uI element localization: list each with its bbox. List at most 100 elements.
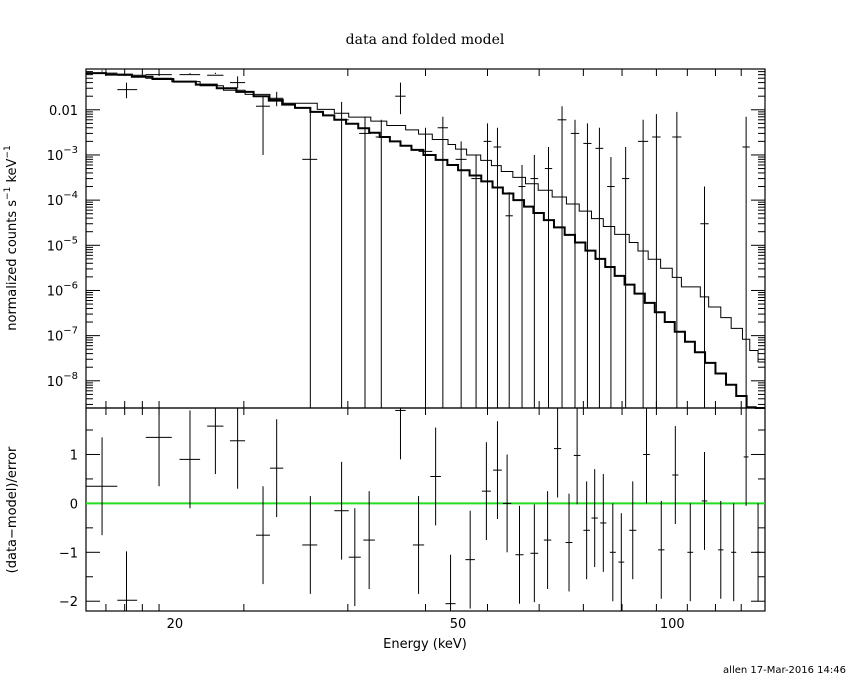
residual-point bbox=[302, 496, 318, 594]
data-point bbox=[570, 119, 580, 408]
residual-point bbox=[229, 408, 246, 489]
data-point bbox=[652, 114, 661, 408]
data-point bbox=[700, 186, 709, 408]
footer-stamp: allen 17-Mar-2016 14:46 bbox=[723, 665, 846, 676]
data-point bbox=[375, 119, 387, 408]
residual-point bbox=[269, 419, 284, 518]
data-point bbox=[471, 154, 481, 408]
residual-point bbox=[573, 408, 581, 505]
y-tick-label: 1 bbox=[70, 448, 78, 463]
data-point bbox=[583, 123, 592, 408]
y-tick-label: 10−4 bbox=[47, 190, 78, 209]
model-curves bbox=[86, 72, 766, 409]
residual-point bbox=[643, 408, 650, 504]
residual-point bbox=[445, 554, 456, 611]
data-point bbox=[359, 116, 371, 408]
data-point bbox=[530, 154, 539, 408]
residual-point bbox=[701, 452, 708, 550]
spectrum-y-axis-label: normalized counts s−1 keV−1 bbox=[3, 145, 20, 330]
residual-point bbox=[755, 503, 761, 602]
y-tick-label: 10−8 bbox=[47, 371, 78, 390]
y-tick-label: 10−5 bbox=[47, 235, 78, 254]
residual-point bbox=[207, 408, 224, 475]
data-point bbox=[595, 127, 604, 408]
residual-point bbox=[117, 551, 138, 611]
data-point bbox=[607, 157, 615, 408]
residual-point bbox=[672, 426, 679, 524]
residual-point bbox=[583, 481, 590, 580]
data-point bbox=[179, 73, 201, 76]
y-tick-label: −1 bbox=[59, 546, 78, 561]
residuals-frame bbox=[85, 407, 766, 612]
data-point bbox=[483, 123, 492, 408]
spectrum-panel: 0.01 10−3 10−4 10−5 10−6 10−7 10−8 normalized … bbox=[3, 68, 766, 409]
residual-point bbox=[493, 421, 502, 520]
residual-point bbox=[543, 491, 552, 589]
x-tick-label: 50 bbox=[450, 617, 467, 632]
residual-point bbox=[515, 505, 524, 604]
residual-point bbox=[363, 491, 375, 589]
data-point bbox=[455, 141, 467, 408]
model-curve-thick bbox=[86, 72, 765, 409]
data-point bbox=[334, 101, 349, 408]
data-point bbox=[493, 127, 502, 408]
residual-point bbox=[481, 442, 491, 541]
model-curve-thin bbox=[117, 74, 766, 373]
data-point bbox=[622, 147, 630, 408]
residual-point bbox=[502, 454, 512, 553]
data-point bbox=[544, 147, 553, 408]
data-point bbox=[207, 72, 224, 76]
y-tick-label: 10−3 bbox=[47, 145, 78, 164]
x-axis-label: Energy (keV) bbox=[383, 637, 467, 652]
residual-point bbox=[618, 513, 625, 611]
residual-point bbox=[430, 427, 441, 526]
residual-point bbox=[629, 481, 637, 580]
residual-point bbox=[412, 496, 425, 594]
data-point bbox=[269, 91, 284, 107]
y-tick-label: 10−7 bbox=[47, 326, 78, 345]
x-tick-labels: 20 50 100 bbox=[167, 617, 685, 632]
data-point bbox=[518, 164, 526, 408]
data-point bbox=[145, 72, 172, 76]
data-point bbox=[557, 106, 567, 408]
y-tick-label: 0.01 bbox=[49, 104, 78, 119]
x-tick-label: 20 bbox=[167, 617, 184, 632]
residuals-axis-ticks bbox=[85, 408, 766, 611]
residual-point bbox=[145, 408, 172, 487]
residual-point bbox=[255, 486, 270, 585]
residual-point bbox=[565, 493, 573, 592]
residual-point bbox=[179, 410, 201, 509]
residual-point bbox=[743, 408, 749, 506]
x-tick-label: 100 bbox=[660, 617, 685, 632]
residual-points bbox=[86, 408, 761, 611]
spectrum-axis-ticks bbox=[85, 68, 766, 408]
residuals-y-tick-labels: −2 −1 0 1 bbox=[59, 448, 78, 610]
chart-title: data and folded model bbox=[346, 32, 505, 48]
y-tick-label: 0 bbox=[70, 497, 78, 512]
residual-point bbox=[718, 500, 724, 599]
data-points bbox=[86, 70, 750, 408]
residual-point bbox=[591, 469, 598, 567]
residual-point bbox=[465, 510, 475, 609]
data-point bbox=[672, 111, 682, 408]
residual-point bbox=[86, 437, 118, 536]
data-point bbox=[302, 109, 318, 408]
residual-point bbox=[395, 408, 406, 460]
residual-point bbox=[609, 503, 616, 602]
residual-point bbox=[658, 500, 665, 599]
spectrum-y-tick-labels: 0.01 10−3 10−4 10−5 10−6 10−7 10−8 bbox=[47, 104, 78, 390]
residual-point bbox=[348, 508, 361, 607]
data-point bbox=[86, 70, 118, 74]
y-tick-label: 10−6 bbox=[47, 280, 78, 299]
residual-point bbox=[530, 504, 539, 603]
data-point bbox=[505, 192, 513, 408]
residuals-panel: −2 −1 0 1 20 50 100 (data−model)/error bbox=[5, 407, 766, 632]
y-tick-label: −2 bbox=[59, 595, 78, 610]
data-point bbox=[637, 119, 649, 408]
residual-point bbox=[553, 408, 562, 498]
residual-point bbox=[334, 461, 349, 560]
data-point bbox=[395, 82, 406, 115]
data-point bbox=[229, 76, 246, 89]
data-point bbox=[418, 127, 433, 408]
